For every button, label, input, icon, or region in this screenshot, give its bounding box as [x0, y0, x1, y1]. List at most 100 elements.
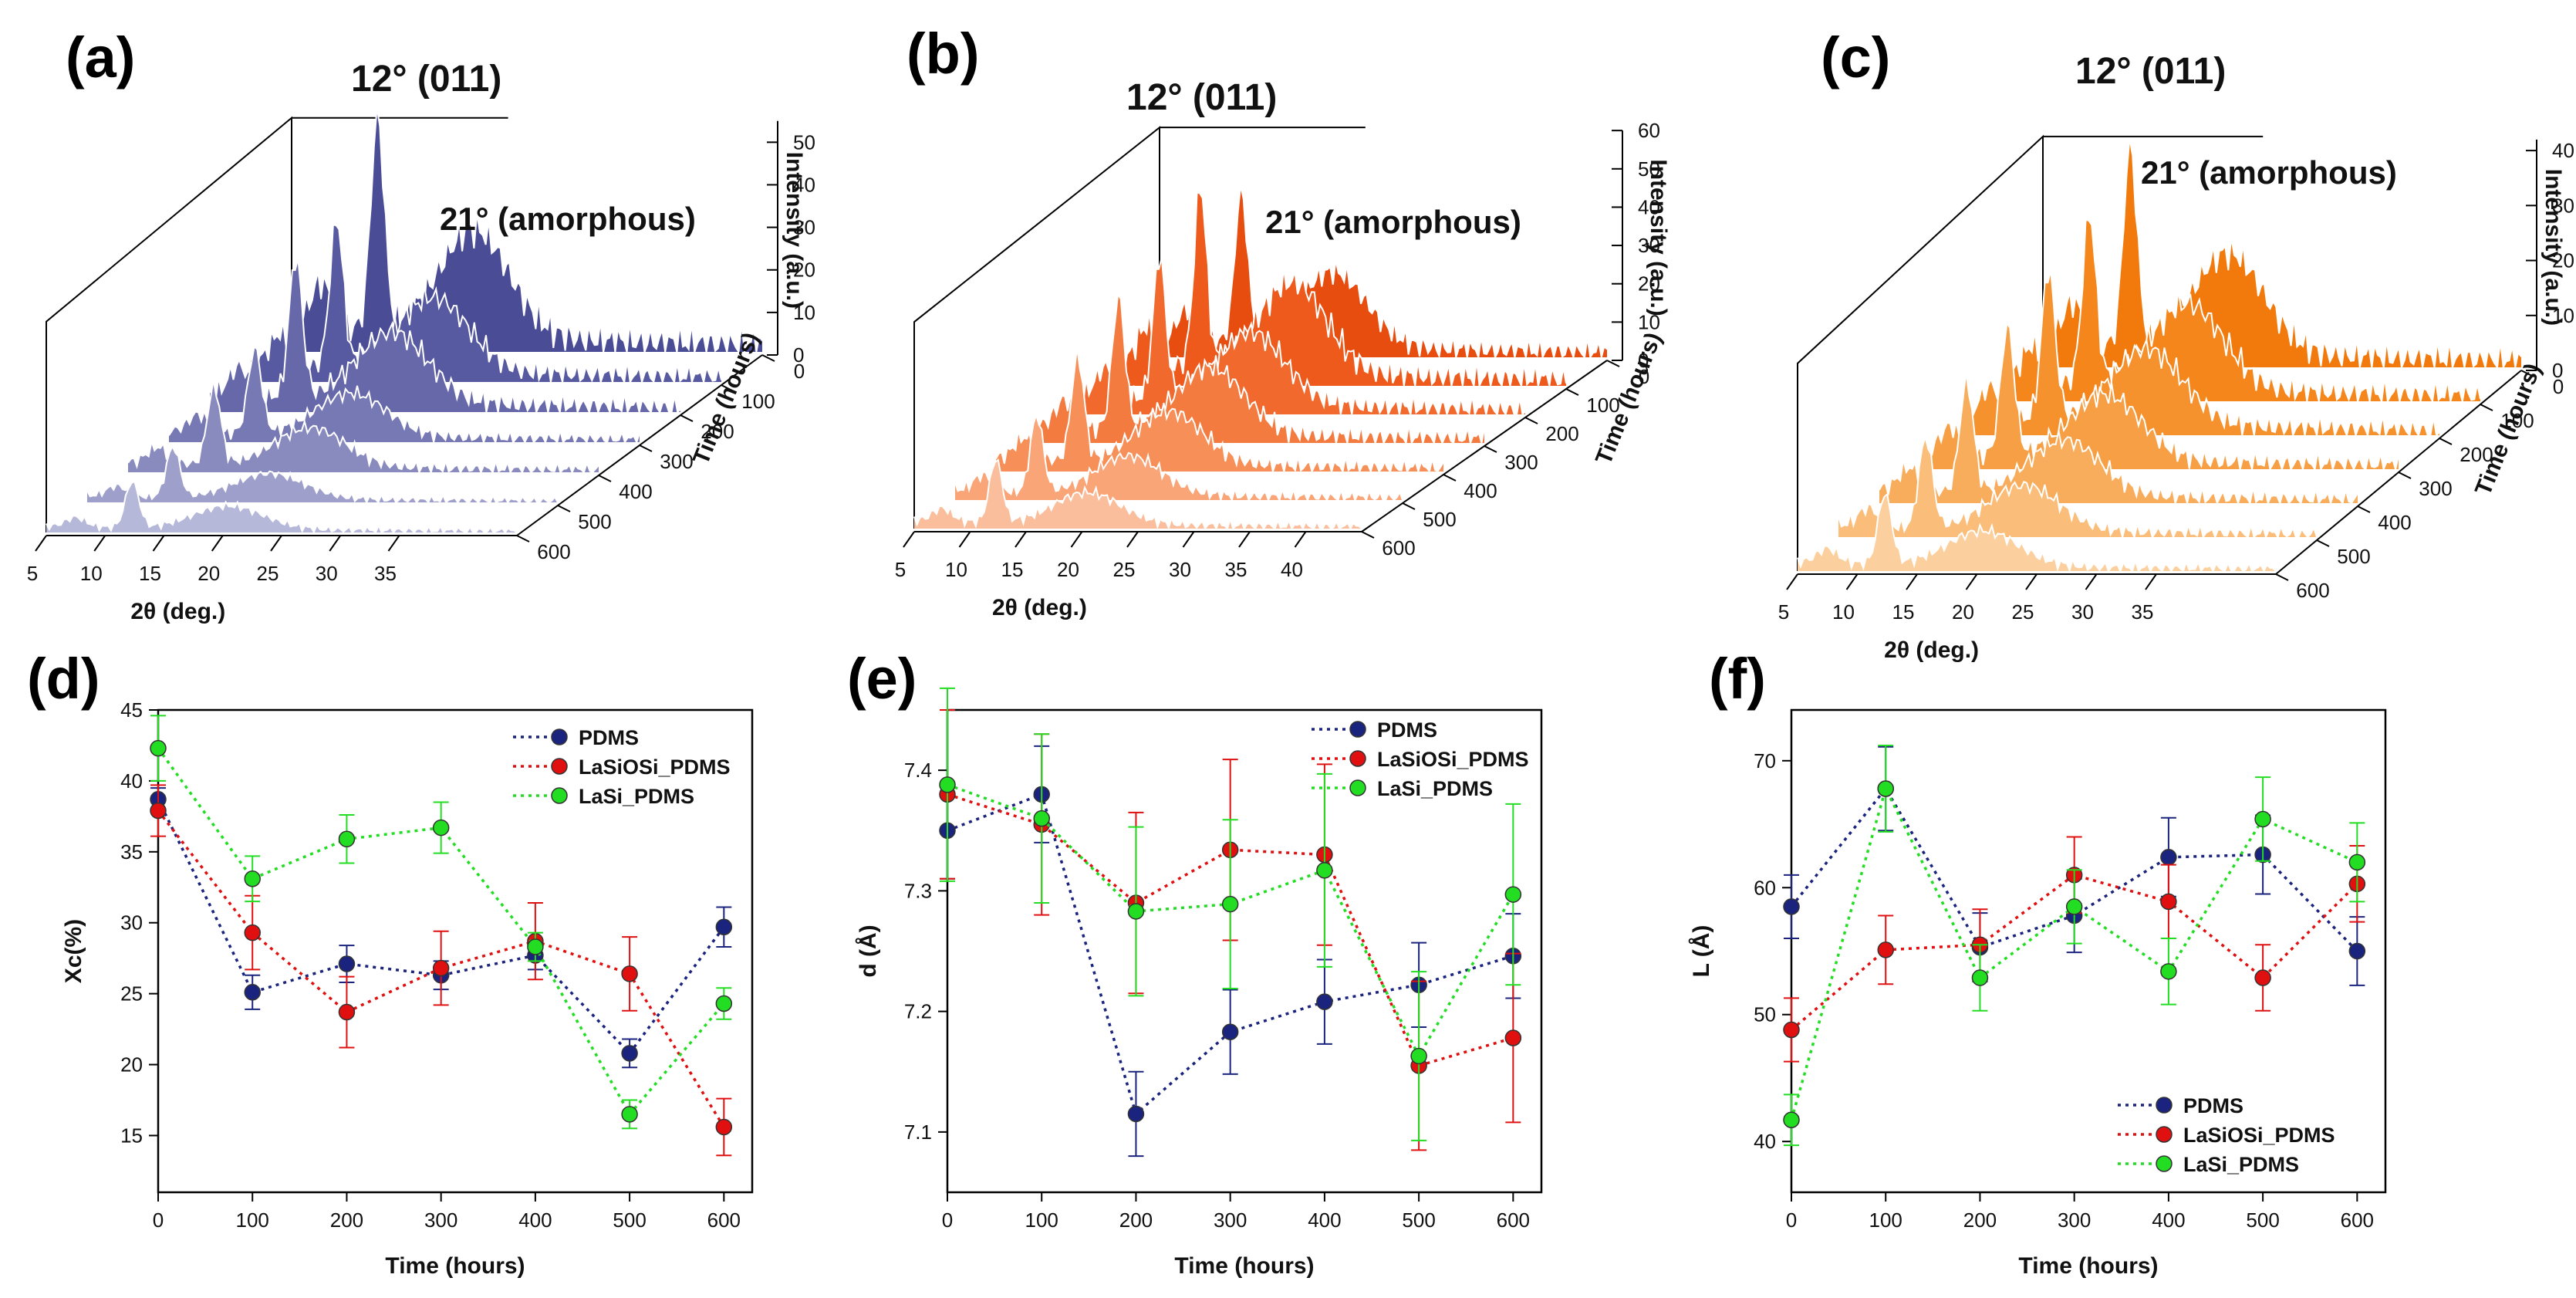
time-tick-label: 600 [1382, 536, 1415, 559]
data-point [244, 924, 261, 941]
x-axis-label: 2θ (deg.) [992, 595, 1087, 620]
data-point [2348, 854, 2366, 871]
legend-label: LaSi_PDMS [2183, 1153, 2299, 1176]
panel-letter: (a) [66, 25, 135, 90]
time-tick [680, 414, 694, 422]
data-point [527, 938, 544, 955]
x-tick-label: 15 [1001, 558, 1024, 581]
time-tick-label: 100 [1586, 394, 1619, 417]
x-tick-label: 500 [613, 1208, 646, 1232]
time-tick-label: 300 [2419, 477, 2452, 500]
time-tick-label: 100 [741, 390, 775, 413]
z-tick-label: 10 [1638, 310, 1660, 333]
waterfall-trace-100 [1118, 191, 1567, 389]
time-tick-label: 500 [2337, 545, 2370, 568]
waterfall-trace-500 [86, 444, 559, 505]
z-tick-label: 40 [2552, 139, 2574, 162]
z-tick-label: 40 [1638, 195, 1660, 218]
data-point [338, 1003, 356, 1021]
time-tick [2520, 370, 2534, 377]
amorphous-annotation: 21° (amorphous) [2141, 154, 2397, 191]
time-tick-label: 100 [2500, 409, 2534, 432]
waterfall-trace-300 [1919, 320, 2399, 472]
x-tick-label: 500 [1402, 1208, 1435, 1232]
x-tick-label: 300 [2058, 1208, 2091, 1232]
x-tick-label: 5 [895, 558, 906, 581]
waterfall-trace-400 [995, 346, 1444, 475]
x-tick-label: 40 [1281, 558, 1303, 581]
x-tick [152, 535, 165, 552]
x-tick [1845, 573, 1859, 590]
x-tick-label: 20 [1057, 558, 1079, 581]
waterfall-trace-600 [46, 480, 518, 534]
time-tick [598, 475, 612, 482]
panel-letter: (e) [847, 647, 917, 711]
peak-annotation: 12° (011) [2075, 51, 2226, 92]
time-tick-label: 200 [2460, 443, 2493, 466]
data-point [1783, 898, 1800, 915]
waterfall-frame [913, 126, 1160, 529]
x-tick-label: 400 [1308, 1208, 1341, 1232]
time-tick [1443, 474, 1457, 482]
x-tick-label: 15 [139, 562, 161, 585]
data-point [2065, 898, 2083, 915]
data-point [432, 819, 450, 837]
x-axis-label: 2θ (deg.) [130, 599, 225, 624]
x-tick [35, 535, 47, 552]
waterfall-trace-600 [913, 458, 1362, 531]
z-tick-label: 20 [2552, 249, 2574, 272]
waterfall-trace-400 [127, 380, 599, 475]
z-tick-label: 0 [1638, 349, 1649, 372]
legend-marker [1349, 750, 1366, 767]
x-axis-label: Time (hours) [1174, 1253, 1314, 1279]
x-tick-label: 30 [316, 562, 338, 585]
y-axis-label: Xc(%) [61, 919, 86, 983]
time-tick [2275, 573, 2289, 581]
data-point [244, 870, 261, 887]
x-tick-label: 600 [707, 1208, 741, 1232]
legend-label: LaSiOSi_PDMS [2183, 1124, 2335, 1147]
time-tick [2480, 404, 2493, 411]
peak-annotation: 12° (011) [351, 59, 501, 100]
time-tick [1565, 388, 1579, 396]
waterfall-trace-100 [2001, 218, 2481, 404]
legend-label: PDMS [579, 726, 639, 749]
x-tick-label: 0 [153, 1208, 164, 1232]
amorphous-annotation: 21° (amorphous) [440, 201, 696, 237]
x-tick [903, 531, 915, 548]
x-tick [1906, 573, 1918, 590]
x-tick-label: 100 [236, 1208, 269, 1232]
time-tick-label: 200 [1545, 422, 1578, 445]
waterfall-trace-100 [250, 224, 722, 385]
legend-marker [551, 758, 568, 775]
waterfall-trace-200 [209, 259, 681, 415]
legend-label: LaSiOSi_PDMS [579, 755, 731, 779]
waterfall-area-100 [251, 225, 721, 382]
data-point [150, 739, 167, 757]
x-axis-label: Time (hours) [385, 1253, 525, 1279]
line-panel-1: 0 100 200 300 400 500 600 7.1 7.2 7.3 7.4 Time (hou… [847, 647, 1543, 1279]
time-tick [1606, 360, 1620, 367]
z-tick-label: 30 [2552, 194, 2574, 217]
x-tick [1126, 531, 1139, 548]
waterfall-frame [1797, 134, 2044, 571]
x-tick-label: 100 [1025, 1208, 1058, 1232]
time-tick-label: 400 [619, 480, 652, 503]
time-tick-label: 300 [1504, 451, 1538, 474]
data-point [715, 918, 733, 935]
waterfall-trace-400 [1879, 372, 2358, 506]
x-tick-label: 25 [1113, 558, 1136, 581]
x-tick-label: 35 [1225, 558, 1247, 581]
z-tick-label: 30 [793, 216, 815, 239]
time-tick [2439, 438, 2453, 445]
y-tick-label: 45 [120, 698, 143, 722]
waterfall-trace-300 [1036, 292, 1485, 446]
time-tick [557, 505, 571, 512]
x-tick [1070, 531, 1083, 548]
y-tick-label: 40 [120, 769, 143, 793]
data-point [1316, 993, 1333, 1010]
z-tick-label: 10 [793, 301, 815, 324]
